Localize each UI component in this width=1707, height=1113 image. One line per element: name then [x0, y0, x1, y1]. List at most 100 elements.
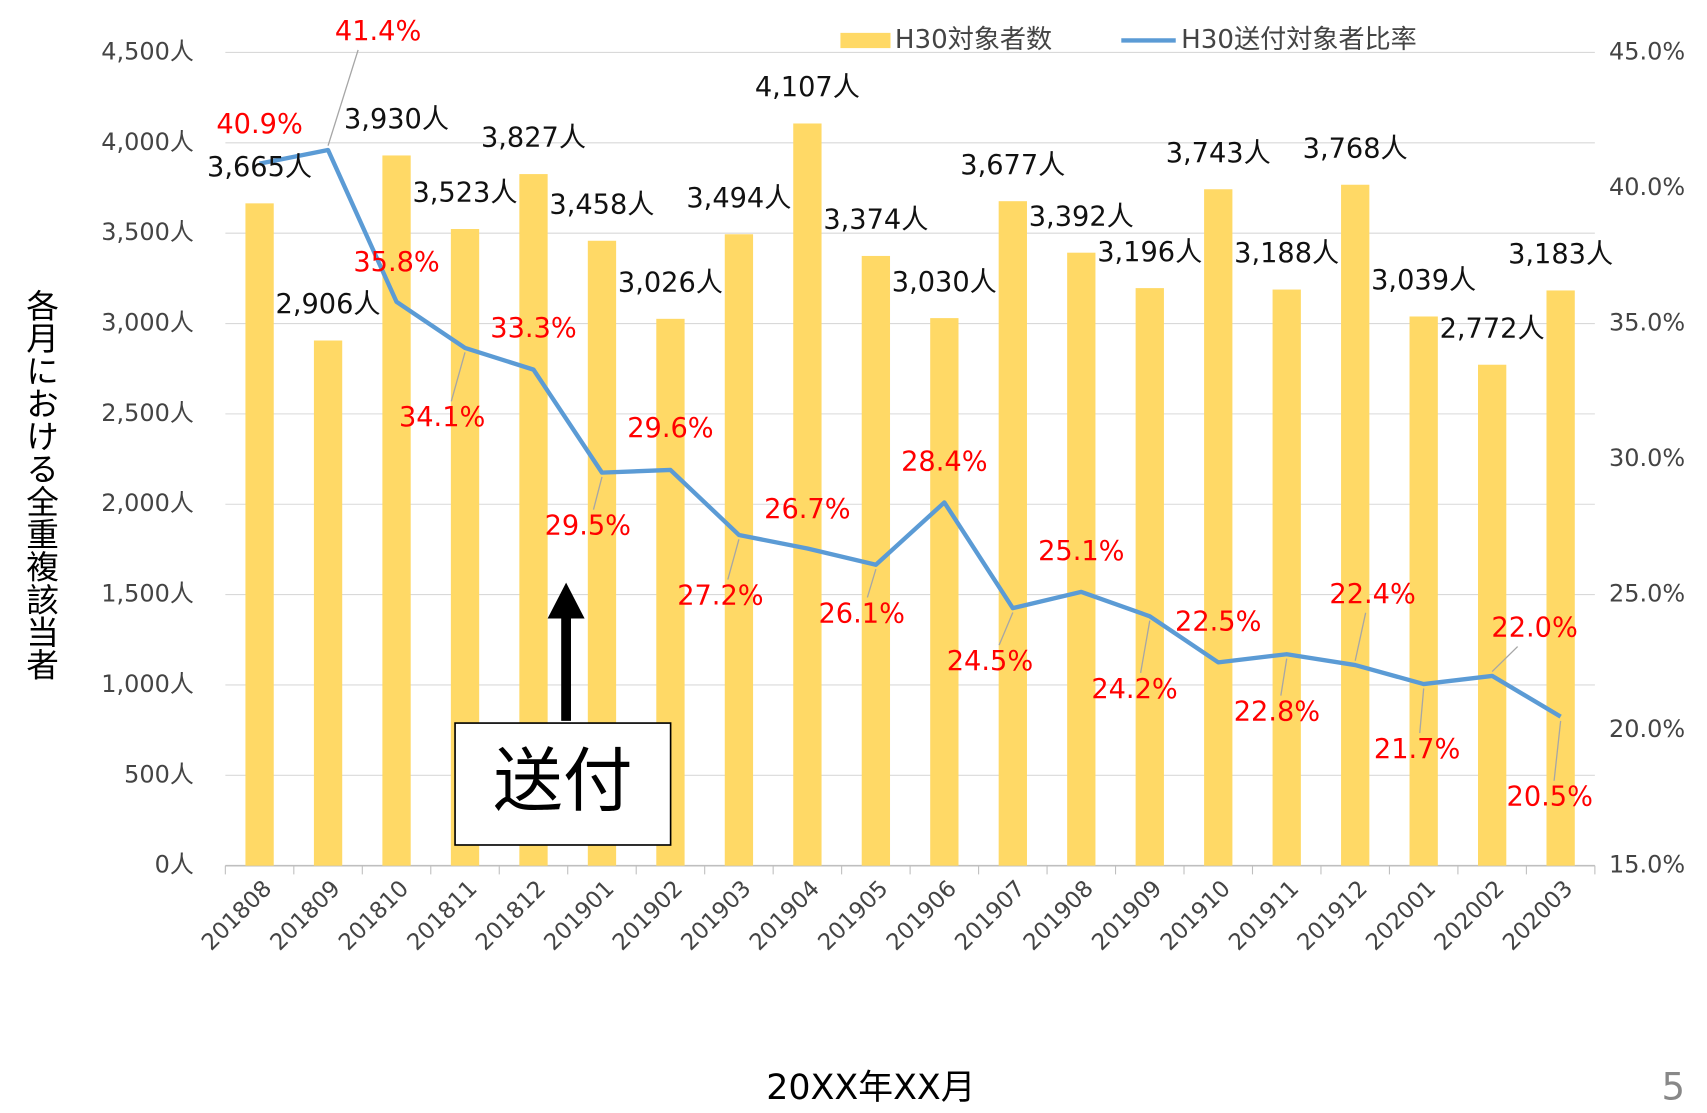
- bar: [1341, 184, 1370, 866]
- line-value-label: 24.5%: [947, 646, 1033, 677]
- x-tick-label: 201910: [1156, 876, 1236, 956]
- legend-label: H30送付対象者比率: [1181, 25, 1417, 55]
- leader-line: [450, 352, 466, 402]
- line-value-label: 41.4%: [335, 16, 421, 47]
- y-tick-label: 4,500人: [101, 37, 194, 65]
- x-tick-label: 201901: [539, 876, 619, 956]
- x-tick-label: 201907: [950, 876, 1030, 956]
- x-tick-label: 201809: [266, 876, 346, 956]
- line-value-label: 22.5%: [1175, 607, 1261, 638]
- leader-line: [1553, 720, 1562, 781]
- x-tick-label: 202001: [1361, 876, 1441, 956]
- y2-tick-label: 30.0%: [1609, 444, 1685, 472]
- bar: [313, 340, 343, 866]
- bar-value-label: 3,026人: [618, 267, 723, 298]
- bar: [930, 318, 959, 866]
- x-tick-label: 202002: [1430, 876, 1510, 956]
- bar: [724, 234, 754, 866]
- line-value-label: 22.8%: [1234, 697, 1320, 728]
- y2-tick-label: 25.0%: [1609, 580, 1685, 608]
- y2-tick-label: 35.0%: [1609, 309, 1685, 337]
- line-value-label: 33.3%: [490, 313, 576, 344]
- line-series: [259, 147, 1562, 719]
- bar: [1135, 288, 1164, 866]
- line-value-label: 29.5%: [545, 511, 631, 542]
- y-tick-label: 3,500人: [101, 218, 194, 246]
- bar-value-label: 3,677人: [960, 150, 1065, 181]
- bar: [1409, 316, 1438, 866]
- x-tick-label: 202003: [1498, 876, 1578, 956]
- bar-value-label: 3,374人: [823, 205, 928, 236]
- y-tick-label: 4,000人: [101, 128, 194, 156]
- bar-value-label: 3,768人: [1303, 133, 1408, 164]
- line-value-label: 27.2%: [677, 581, 763, 612]
- x-tick-label: 201908: [1019, 876, 1099, 956]
- x-tick-label: 201810: [334, 876, 414, 956]
- bar-value-label: 2,772人: [1440, 313, 1545, 344]
- bar-value-label: 3,188人: [1234, 238, 1339, 269]
- line-value-label: 20.5%: [1507, 782, 1593, 813]
- line-value-label: 35.8%: [353, 247, 439, 278]
- x-tick-label: 201902: [608, 876, 688, 956]
- leader-line: [998, 612, 1014, 646]
- x-tick-label: 201912: [1293, 876, 1373, 956]
- bar-value-label: 3,392人: [1029, 201, 1134, 232]
- y2-tick-label: 45.0%: [1609, 37, 1685, 65]
- bar-value-label: 3,183人: [1508, 239, 1613, 270]
- x-tick-label: 201811: [402, 876, 482, 956]
- x-axis-title: 20XX年XX月: [766, 1068, 975, 1108]
- x-tick-label: 201909: [1087, 876, 1167, 956]
- line-value-label: 34.1%: [399, 402, 485, 433]
- bar-value-label: 3,665人: [207, 152, 312, 183]
- bar-value-label: 4,107人: [755, 72, 860, 103]
- x-tick-label: 201904: [745, 876, 825, 956]
- y-tick-label: 0人: [155, 851, 194, 879]
- bar-value-label: 3,458人: [549, 189, 654, 220]
- bar: [998, 201, 1027, 866]
- bar-value-label: 3,523人: [412, 178, 517, 209]
- leader-line: [1419, 688, 1425, 734]
- bar-value-label: 3,039人: [1371, 265, 1476, 296]
- y-tick-label: 500人: [124, 760, 194, 788]
- y2-tick-label: 20.0%: [1609, 715, 1685, 743]
- y-tick-label: 2,000人: [101, 489, 194, 517]
- leader-line: [1139, 620, 1151, 674]
- line-value-label: 22.4%: [1329, 579, 1415, 610]
- leader-line: [866, 568, 877, 598]
- leader-line: [1280, 658, 1288, 696]
- bar: [1204, 189, 1233, 866]
- bar: [1272, 289, 1301, 866]
- leader-line: [592, 476, 603, 510]
- x-tick-label: 201903: [676, 876, 756, 956]
- page-number: 5: [1661, 1065, 1685, 1108]
- line-value-label: 29.6%: [627, 413, 713, 444]
- bar-value-label: 3,030人: [892, 267, 997, 298]
- annotation-box: [454, 722, 672, 846]
- x-tick-label: 201911: [1224, 876, 1304, 956]
- y2-tick-label: 40.0%: [1609, 173, 1685, 201]
- bar-value-label: 3,827人: [481, 123, 586, 154]
- line-value-label: 26.1%: [819, 598, 905, 629]
- legend-label: H30対象者数: [895, 25, 1052, 55]
- leader-line: [1491, 646, 1519, 673]
- line-value-label: 24.2%: [1091, 674, 1177, 705]
- bar-value-label: 3,930人: [344, 104, 449, 135]
- y-tick-label: 3,000人: [101, 309, 194, 337]
- bar: [1067, 252, 1096, 866]
- bar: [793, 123, 822, 866]
- x-tick-label: 201906: [882, 876, 962, 956]
- bar: [1478, 364, 1507, 866]
- bar: [382, 155, 411, 866]
- line-value-label: 40.9%: [216, 109, 302, 140]
- y-tick-label: 1,500人: [101, 580, 194, 608]
- bar-value-label: 2,906人: [276, 289, 381, 320]
- y-axis-title: 各月における全重複該当者: [21, 288, 59, 680]
- x-tick-label: 201905: [813, 876, 893, 956]
- bar-value-label: 3,494人: [686, 183, 791, 214]
- bar-value-label: 3,196人: [1097, 237, 1202, 268]
- line-value-label: 28.4%: [901, 447, 987, 478]
- leader-line: [1354, 612, 1367, 661]
- line-value-label: 26.7%: [764, 494, 850, 525]
- leader-line: [727, 539, 740, 580]
